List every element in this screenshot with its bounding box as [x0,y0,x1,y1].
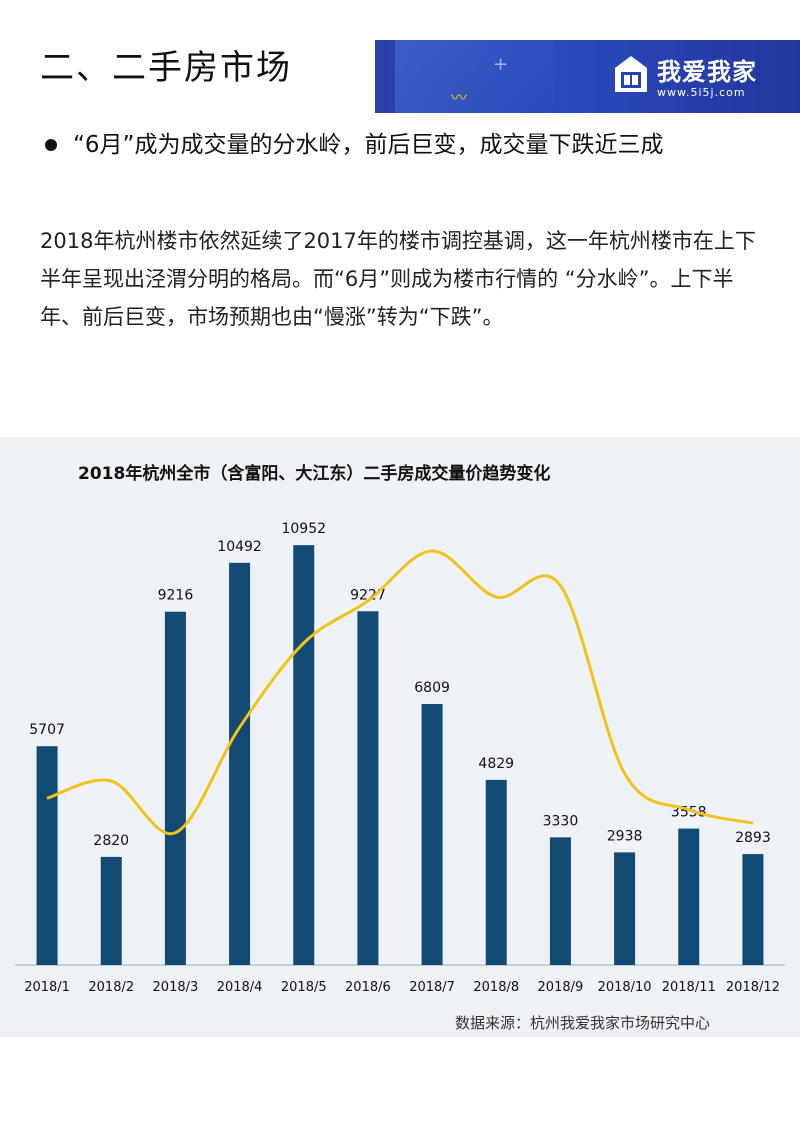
bar-2018/10 [614,852,636,965]
bar-2018/11 [678,828,700,965]
chart-title: 2018年杭州全市（含富阳、大江东）二手房成交量价趋势变化 [78,464,551,484]
x-tick-label: 2018/8 [473,980,519,995]
data-label: 2893 [735,830,771,846]
x-tick-label: 2018/9 [538,980,584,995]
wave-icon: 〰 [451,88,468,107]
intro-paragraph: 2018年杭州楼市依然延续了2017年的楼市调控基调，这一年杭州楼市在上下半年呈… [40,229,756,329]
house-logo-icon [615,56,647,92]
page-title: 二、二手房市场 [40,48,292,88]
bar-2018/5 [293,545,315,965]
bar-2018/8 [485,779,507,965]
bullet-text: “6月”成为成交量的分水岭，前后巨变，成交量下跌近三成 [73,132,664,158]
bar-2018/9 [549,837,571,965]
x-tick-label: 2018/4 [217,980,263,995]
bar-2018/4 [229,562,251,965]
x-tick-label: 2018/7 [409,980,455,995]
volume-chart: 5707 2018/1 2820 2018/2 9216 2018/3 10492 2018/… [15,521,785,995]
x-tick-label: 2018/6 [345,980,391,995]
x-tick-label: 2018/2 [88,980,134,995]
trend-line [46,549,754,836]
plus-icon: + [493,54,509,75]
bullet-dot-icon [45,139,57,151]
bar-2018/1 [36,746,58,965]
x-tick-label: 2018/12 [726,980,780,995]
data-label: 2820 [93,833,129,849]
data-label: 6809 [414,680,450,696]
data-label: 9227 [350,587,386,603]
bullet-point: “6月”成为成交量的分水岭，前后巨变，成交量下跌近三成 [45,128,765,162]
x-tick-label: 2018/5 [281,980,327,995]
bar-2018/2 [100,856,122,965]
bar-2018/12 [742,854,764,965]
x-tick-label: 2018/10 [598,980,652,995]
data-label: 9216 [158,588,194,604]
brand-url: www.5i5j.com [657,86,746,99]
banner-decoration [395,40,555,113]
data-source-note: 数据来源：杭州我爱我家市场研究中心 [455,1014,711,1032]
brand-name: 我爱我家 [657,58,757,86]
data-label: 4829 [478,756,514,772]
brand-banner: + 〰 我爱我家 www.5i5j.com [375,40,800,113]
data-label: 10952 [281,521,326,537]
bar-2018/3 [164,611,186,965]
x-tick-label: 2018/1 [24,980,70,995]
data-label: 5707 [29,722,65,738]
data-label: 10492 [217,539,262,555]
bar-2018/7 [421,703,443,965]
data-label: 3330 [543,813,579,829]
x-tick-label: 2018/3 [153,980,199,995]
bar-2018/6 [357,611,379,965]
x-tick-label: 2018/11 [662,980,716,995]
data-label: 2938 [607,828,643,844]
chart-background [0,437,800,1037]
